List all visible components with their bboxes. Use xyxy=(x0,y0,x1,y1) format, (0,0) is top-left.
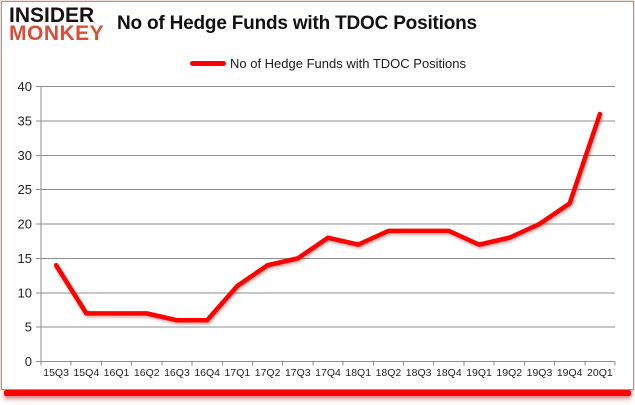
legend-label: No of Hedge Funds with TDOC Positions xyxy=(229,56,467,71)
legend-line-icon xyxy=(189,61,226,66)
x-tick-label: 17Q2 xyxy=(255,367,281,379)
x-tick-label: 17Q1 xyxy=(225,367,251,379)
x-tick-label: 19Q1 xyxy=(466,367,492,379)
bottom-accent-bar xyxy=(4,390,631,396)
x-tick-label: 19Q4 xyxy=(557,367,583,379)
x-tick-label: 15Q3 xyxy=(43,367,69,379)
insider-monkey-logo: INSIDER MONKEY xyxy=(9,4,105,45)
svg-text:40: 40 xyxy=(18,79,32,94)
svg-text:20: 20 xyxy=(18,217,32,232)
logo-monkey-text: MONKEY xyxy=(9,22,105,45)
series-line xyxy=(53,111,603,323)
svg-text:10: 10 xyxy=(18,285,32,300)
x-tick-label: 16Q2 xyxy=(134,367,160,379)
x-tick-label: 16Q3 xyxy=(164,367,190,379)
x-tick-label: 20Q1 xyxy=(587,367,613,379)
x-tick-label: 17Q4 xyxy=(315,367,341,379)
legend: No of Hedge Funds with TDOC Positions xyxy=(189,56,467,71)
x-tick-label: 19Q2 xyxy=(496,367,522,379)
x-tick-label: 16Q1 xyxy=(104,367,130,379)
x-tick-label: 18Q1 xyxy=(345,367,371,379)
logo-insider-text: INSIDER xyxy=(9,4,95,27)
chart-title: No of Hedge Funds with TDOC Positions xyxy=(117,13,477,34)
svg-text:0: 0 xyxy=(25,354,32,369)
x-tick-label: 18Q4 xyxy=(436,367,462,379)
svg-text:25: 25 xyxy=(18,182,32,197)
x-tick-label: 16Q4 xyxy=(194,367,220,379)
x-tick-label: 17Q3 xyxy=(285,367,311,379)
card-frame xyxy=(1,1,634,390)
x-tick-label: 19Q3 xyxy=(527,367,553,379)
svg-text:35: 35 xyxy=(18,113,32,128)
svg-text:15: 15 xyxy=(18,251,32,266)
x-tick-label: 18Q3 xyxy=(406,367,432,379)
x-tick-label: 15Q4 xyxy=(73,367,99,379)
svg-text:30: 30 xyxy=(18,148,32,163)
svg-text:5: 5 xyxy=(25,320,32,335)
x-tick-label: 18Q2 xyxy=(376,367,402,379)
